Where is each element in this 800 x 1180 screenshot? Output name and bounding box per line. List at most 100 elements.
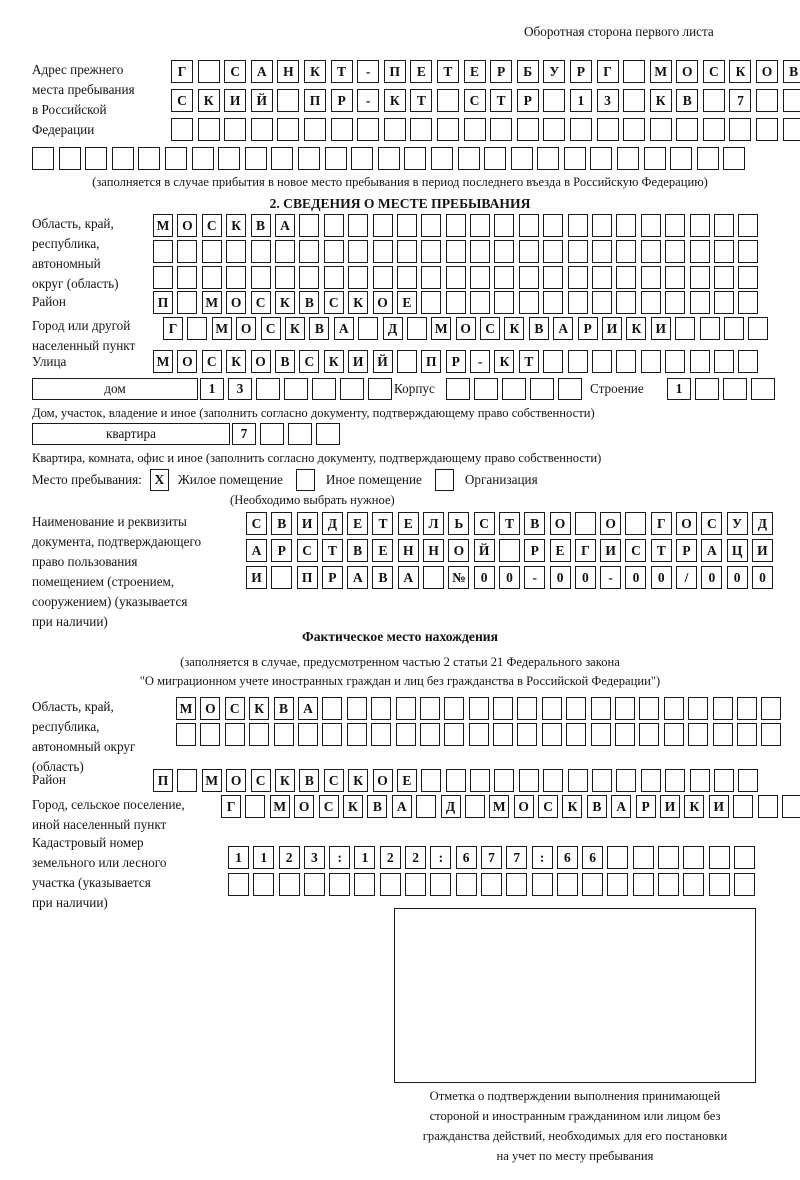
city-cell-10[interactable]: Д bbox=[382, 317, 403, 340]
prev-address-r3-cell-21[interactable] bbox=[702, 118, 725, 141]
actual-region-r1-cell-3[interactable]: С bbox=[224, 697, 245, 720]
cadastral-r1-cell-18[interactable] bbox=[658, 846, 680, 869]
actual-city-cell-2[interactable] bbox=[245, 795, 266, 818]
prev-address-r3-cell-24[interactable] bbox=[782, 118, 800, 141]
region-r2-cell-2[interactable] bbox=[177, 240, 198, 263]
prev-address-r3-cell-17[interactable] bbox=[596, 118, 619, 141]
city-cell-16[interactable]: В bbox=[528, 317, 549, 340]
doc-r3-cell-15[interactable]: - bbox=[600, 566, 622, 589]
region-r3-cell-5[interactable] bbox=[250, 266, 271, 289]
actual-region-r1-cell-23[interactable] bbox=[712, 697, 733, 720]
region-r2-cell-10[interactable] bbox=[372, 240, 393, 263]
prev-address-r1-cell-7[interactable]: Т bbox=[330, 60, 353, 83]
street-cell-23[interactable] bbox=[689, 350, 710, 373]
prev-address-r1-cell-3[interactable]: С bbox=[224, 60, 247, 83]
prev-address-r2-cell-13[interactable]: Т bbox=[490, 89, 513, 112]
actual-region-r2-cell-18[interactable] bbox=[590, 723, 611, 746]
district-cell-12[interactable] bbox=[421, 291, 442, 314]
doc-r1-cell-19[interactable]: С bbox=[701, 512, 723, 535]
prev-address-r3-cell-13[interactable] bbox=[490, 118, 513, 141]
prev-address-r3-cell-8[interactable] bbox=[357, 118, 380, 141]
district-cell-15[interactable] bbox=[494, 291, 515, 314]
prev-address-r1-cell-2[interactable] bbox=[197, 60, 220, 83]
checkbox-organization[interactable] bbox=[434, 469, 454, 491]
actual-district-cell-7[interactable]: В bbox=[299, 769, 320, 792]
region-r2-cell-4[interactable] bbox=[226, 240, 247, 263]
actual-city-cell-9[interactable] bbox=[416, 795, 437, 818]
region-r3-cell-10[interactable] bbox=[372, 266, 393, 289]
region-r1-cell-16[interactable] bbox=[518, 214, 539, 237]
district-cell-16[interactable] bbox=[518, 291, 539, 314]
flat-cells[interactable]: 7 bbox=[232, 423, 344, 445]
prev-address-r3-cell-15[interactable] bbox=[543, 118, 566, 141]
actual-district-cell-24[interactable] bbox=[713, 769, 734, 792]
actual-city-cell-19[interactable]: И bbox=[660, 795, 681, 818]
district-cell-18[interactable] bbox=[567, 291, 588, 314]
region-r2-cell-1[interactable] bbox=[153, 240, 173, 263]
district-cell-20[interactable] bbox=[616, 291, 637, 314]
prev-address-r3-cell-6[interactable] bbox=[303, 118, 326, 141]
doc-r2-cell-17[interactable]: Т bbox=[650, 539, 672, 562]
actual-city-cell-20[interactable]: К bbox=[684, 795, 705, 818]
prev-address-r4-cell-23[interactable] bbox=[617, 147, 640, 170]
doc-r3-cell-18[interactable]: / bbox=[676, 566, 698, 589]
city-cell-13[interactable]: О bbox=[455, 317, 476, 340]
cadastral-r1-cell-6[interactable]: 1 bbox=[354, 846, 376, 869]
actual-city-cell-4[interactable]: О bbox=[294, 795, 315, 818]
prev-address-r4-cell-5[interactable] bbox=[138, 147, 161, 170]
district-cell-6[interactable]: К bbox=[274, 291, 295, 314]
cadastral-r1-cell-1[interactable]: 1 bbox=[228, 846, 249, 869]
actual-region-r2-cell-22[interactable] bbox=[688, 723, 709, 746]
prev-address-r2-cell-11[interactable] bbox=[436, 89, 459, 112]
street-cell-7[interactable]: С bbox=[299, 350, 320, 373]
region-r2-cell-14[interactable] bbox=[470, 240, 491, 263]
actual-region-r2-cell-19[interactable] bbox=[615, 723, 636, 746]
prev-address-r3-cell-2[interactable] bbox=[197, 118, 220, 141]
actual-district-cell-18[interactable] bbox=[567, 769, 588, 792]
prev-address-r1-cell-18[interactable] bbox=[623, 60, 646, 83]
actual-district-cell-2[interactable] bbox=[177, 769, 198, 792]
city-cell-4[interactable]: О bbox=[236, 317, 257, 340]
actual-region-row-2[interactable] bbox=[176, 723, 786, 746]
actual-region-r1-cell-25[interactable] bbox=[761, 697, 782, 720]
cadastral-r2-cell-9[interactable] bbox=[430, 873, 452, 896]
actual-region-r2-cell-5[interactable] bbox=[273, 723, 294, 746]
actual-region-r2-cell-24[interactable] bbox=[736, 723, 757, 746]
section2-region-row-3[interactable] bbox=[153, 266, 763, 289]
region-r2-cell-11[interactable] bbox=[396, 240, 417, 263]
street-cell-4[interactable]: К bbox=[226, 350, 247, 373]
actual-district-cell-4[interactable]: О bbox=[226, 769, 247, 792]
house-cell-1[interactable]: 1 bbox=[200, 378, 224, 400]
region-r3-cell-22[interactable] bbox=[665, 266, 686, 289]
actual-district-cell-12[interactable] bbox=[421, 769, 442, 792]
prev-address-r2-cell-2[interactable]: К bbox=[197, 89, 220, 112]
region-r2-cell-24[interactable] bbox=[713, 240, 734, 263]
actual-region-r2-cell-21[interactable] bbox=[663, 723, 684, 746]
district-cell-9[interactable]: К bbox=[348, 291, 369, 314]
street-cell-17[interactable] bbox=[543, 350, 564, 373]
street-cell-18[interactable] bbox=[567, 350, 588, 373]
actual-district-cell-11[interactable]: Е bbox=[396, 769, 417, 792]
region-r1-cell-2[interactable]: О bbox=[177, 214, 198, 237]
street-cell-20[interactable] bbox=[616, 350, 637, 373]
prev-address-r4-cell-12[interactable] bbox=[324, 147, 347, 170]
actual-region-r1-cell-11[interactable] bbox=[419, 697, 440, 720]
prev-address-r2-cell-14[interactable]: Р bbox=[516, 89, 539, 112]
cadastral-row-2[interactable] bbox=[228, 873, 759, 896]
doc-r2-cell-12[interactable]: Р bbox=[524, 539, 546, 562]
region-r2-cell-17[interactable] bbox=[543, 240, 564, 263]
prev-address-r4-cell-4[interactable] bbox=[111, 147, 134, 170]
actual-region-r2-cell-1[interactable] bbox=[176, 723, 196, 746]
actual-region-r2-cell-6[interactable] bbox=[297, 723, 318, 746]
doc-r3-cell-4[interactable]: Р bbox=[321, 566, 343, 589]
actual-city-cell-22[interactable] bbox=[733, 795, 754, 818]
actual-city-cell-1[interactable]: Г bbox=[221, 795, 241, 818]
doc-r2-cell-19[interactable]: А bbox=[701, 539, 723, 562]
city-cell-15[interactable]: К bbox=[504, 317, 525, 340]
city-cell-12[interactable]: М bbox=[431, 317, 452, 340]
prev-address-r2-cell-1[interactable]: С bbox=[171, 89, 193, 112]
doc-r2-cell-20[interactable]: Ц bbox=[726, 539, 748, 562]
cadastral-r2-cell-3[interactable] bbox=[278, 873, 300, 896]
doc-r2-cell-13[interactable]: Е bbox=[549, 539, 571, 562]
region-r3-cell-25[interactable] bbox=[738, 266, 759, 289]
